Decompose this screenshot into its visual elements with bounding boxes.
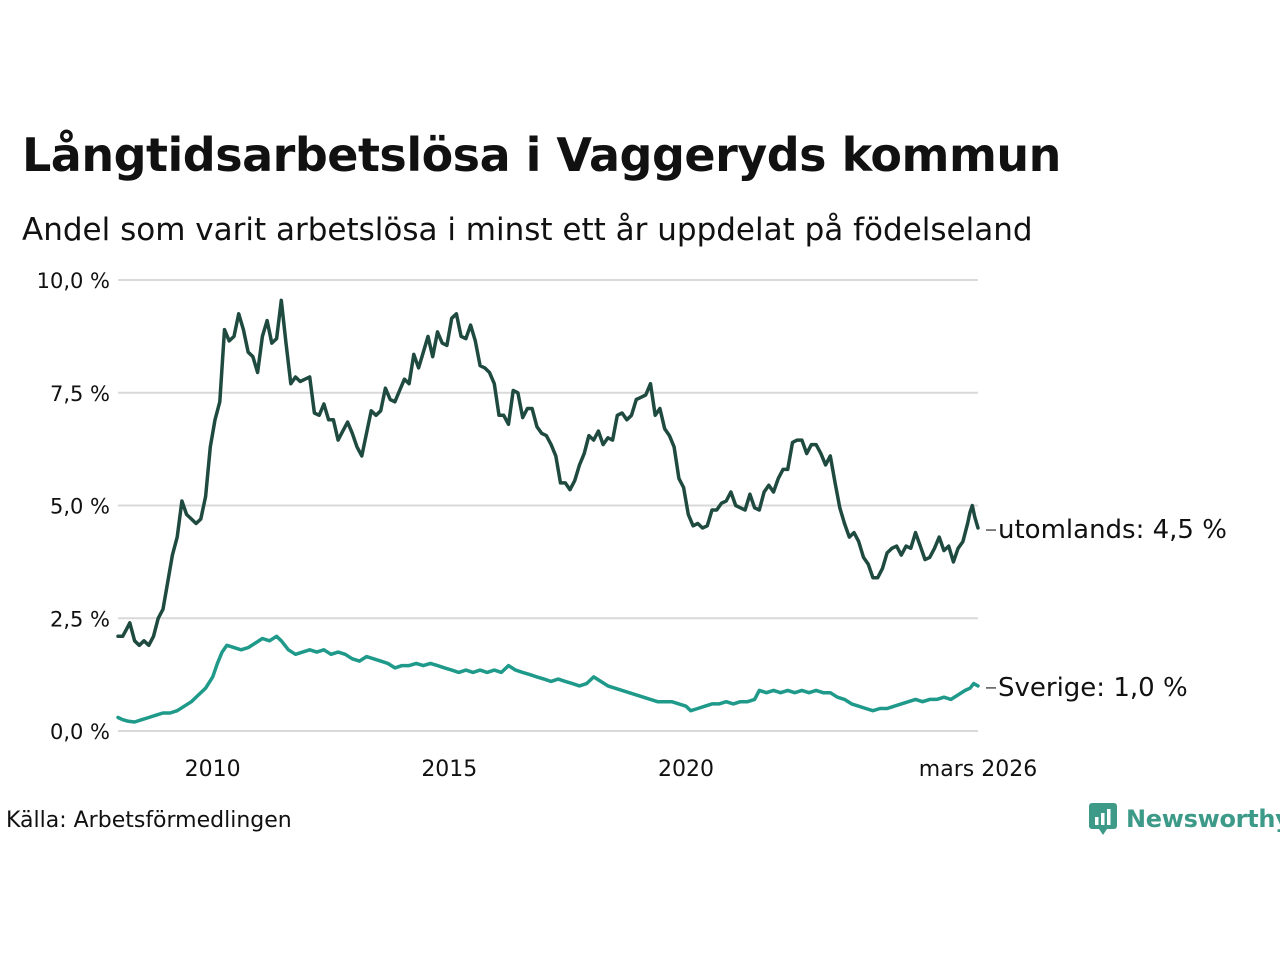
y-tick-label: 7,5 % bbox=[50, 382, 110, 406]
series-lines bbox=[116, 298, 980, 724]
source-note: Källa: Arbetsförmedlingen bbox=[6, 808, 292, 833]
brand-name: Newsworthy bbox=[1126, 805, 1280, 833]
chart-title: Långtidsarbetslösa i Vaggeryds kommun bbox=[22, 128, 1061, 182]
x-axis-ticks: 2010 2015 2020 mars 2026 bbox=[185, 757, 1038, 782]
end-label-sverige: Sverige: 1,0 % bbox=[998, 673, 1188, 703]
series-end-labels: utomlands: 4,5 % Sverige: 1,0 % bbox=[986, 515, 1227, 703]
y-tick-label: 5,0 % bbox=[50, 495, 110, 519]
x-tick-label: 2020 bbox=[658, 757, 714, 782]
grid-lines bbox=[118, 279, 978, 732]
y-axis-ticks: 0,0 % 2,5 % 5,0 % 7,5 % 10,0 % bbox=[37, 269, 110, 744]
end-label-utomlands: utomlands: 4,5 % bbox=[998, 515, 1227, 545]
series-line-sverige bbox=[116, 634, 980, 724]
x-tick-label: 2010 bbox=[185, 757, 241, 782]
y-tick-label: 2,5 % bbox=[50, 607, 110, 631]
chart-subtitle: Andel som varit arbetslösa i minst ett å… bbox=[22, 212, 1033, 248]
brand-logo: Newsworthy bbox=[1088, 802, 1280, 836]
x-tick-label: 2015 bbox=[421, 757, 477, 782]
x-tick-label: mars 2026 bbox=[919, 757, 1037, 782]
series-line-utomlands bbox=[116, 298, 980, 648]
line-chart: 0,0 % 2,5 % 5,0 % 7,5 % 10,0 % 2010 2015 2020 m… bbox=[37, 269, 1227, 782]
newsworthy-logo-icon bbox=[1089, 803, 1117, 835]
y-tick-label: 0,0 % bbox=[50, 720, 110, 744]
y-tick-label: 10,0 % bbox=[37, 269, 110, 293]
